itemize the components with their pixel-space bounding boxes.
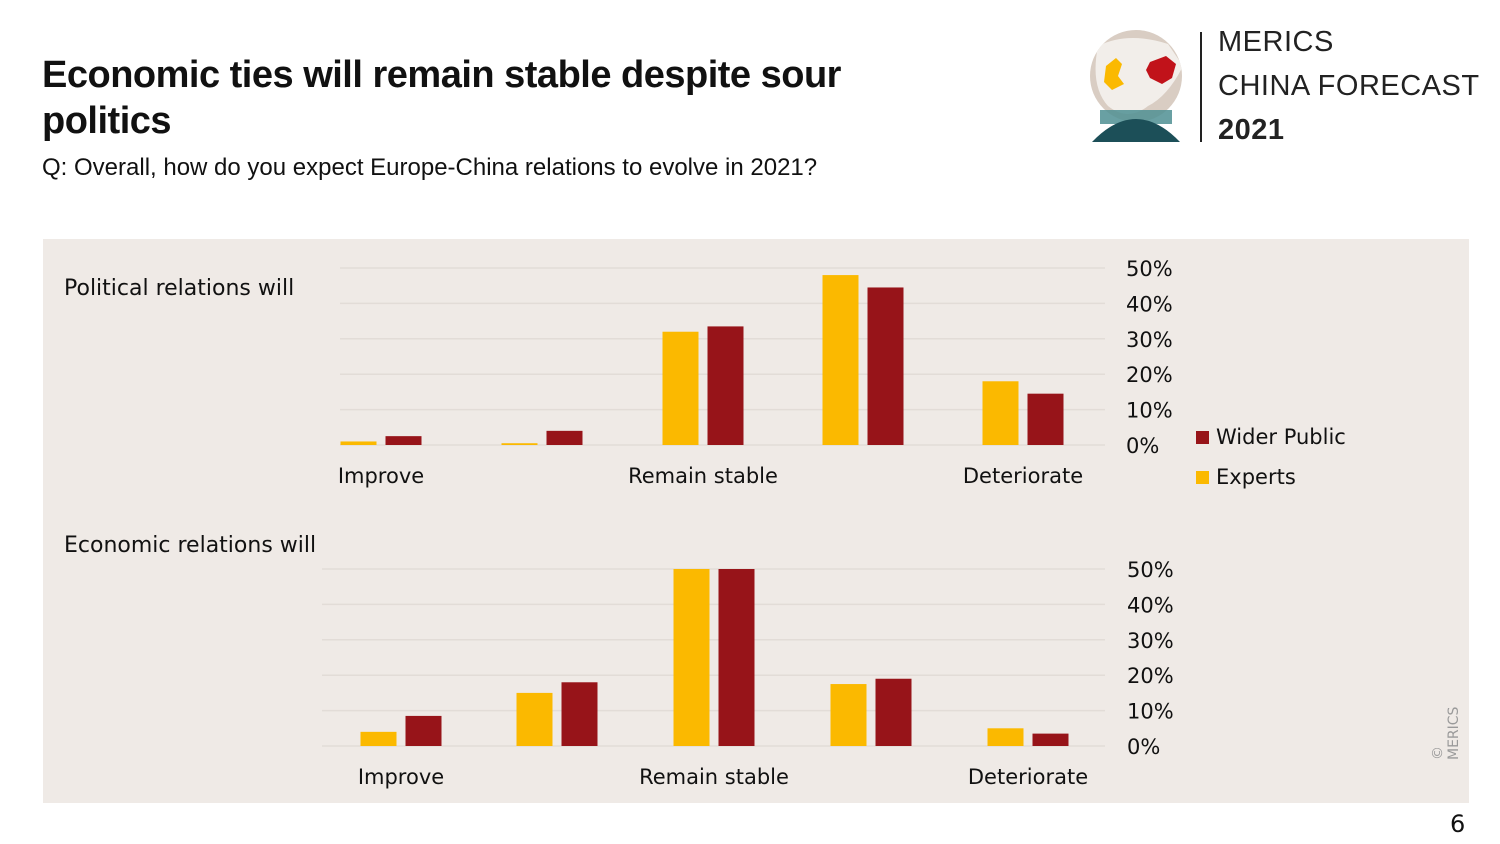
bar-wider-public [546,430,583,445]
economic-chart-title: Economic relations will [64,533,317,558]
bar-wider-public [707,326,744,445]
page-subtitle: Q: Overall, how do you expect Europe-Chi… [42,154,818,181]
bar-experts [516,692,553,746]
y-tick-label: 30% [1126,328,1173,352]
bar-wider-public [875,678,912,746]
bar-wider-public [1027,393,1064,445]
chart-panel [43,239,1469,803]
bar-experts [982,381,1019,445]
bar-experts [673,569,710,746]
copyright-text: © MERICS [1430,706,1462,760]
political-chart-title: Political relations will [64,276,295,301]
legend-item-wider-public: Wider Public [1196,417,1346,457]
logo-line-merics: MERICS [1218,26,1334,58]
y-tick-label: 50% [1127,558,1174,582]
y-tick-label: 40% [1126,292,1173,316]
page-title: Economic ties will remain stable despite… [42,54,841,142]
bar-wider-public [867,287,904,445]
y-tick-label: 20% [1126,363,1173,387]
legend-label-wider-public: Wider Public [1216,425,1346,449]
x-category-label: Deteriorate [968,765,1088,789]
y-tick-label: 10% [1127,700,1174,724]
y-tick-label: 40% [1127,593,1174,617]
x-category-label: Deteriorate [963,464,1083,488]
bar-experts [501,443,538,445]
legend-item-experts: Experts [1196,457,1346,497]
legend: Wider Public Experts [1196,417,1346,497]
bar-experts [830,684,867,746]
y-tick-label: 10% [1126,399,1173,423]
x-category-label: Remain stable [628,464,778,488]
y-tick-label: 0% [1127,735,1160,759]
bar-wider-public [1032,733,1069,746]
globe-icon [1090,30,1182,142]
x-category-label: Improve [338,464,424,488]
x-category-label: Remain stable [639,765,789,789]
legend-label-experts: Experts [1216,465,1296,489]
y-tick-label: 0% [1126,434,1159,458]
legend-swatch-experts [1196,470,1209,484]
logo-line-year: 2021 [1218,114,1285,146]
bar-experts [987,728,1024,746]
y-tick-label: 20% [1127,664,1174,688]
bar-wider-public [718,569,755,746]
y-tick-label: 30% [1127,629,1174,653]
legend-swatch-wider-public [1196,430,1209,444]
x-category-label: Improve [358,765,444,789]
bar-experts [662,331,699,445]
bar-wider-public [385,436,422,445]
y-tick-label: 50% [1126,257,1173,281]
bar-experts [360,731,397,746]
logo-line-china-forecast: CHINA FORECAST [1218,70,1480,102]
logo-divider [1200,32,1202,142]
bar-wider-public [405,715,442,746]
bar-wider-public [561,682,598,746]
bar-experts [822,275,859,445]
page-number: 6 [1450,810,1466,838]
bar-experts [340,441,377,445]
